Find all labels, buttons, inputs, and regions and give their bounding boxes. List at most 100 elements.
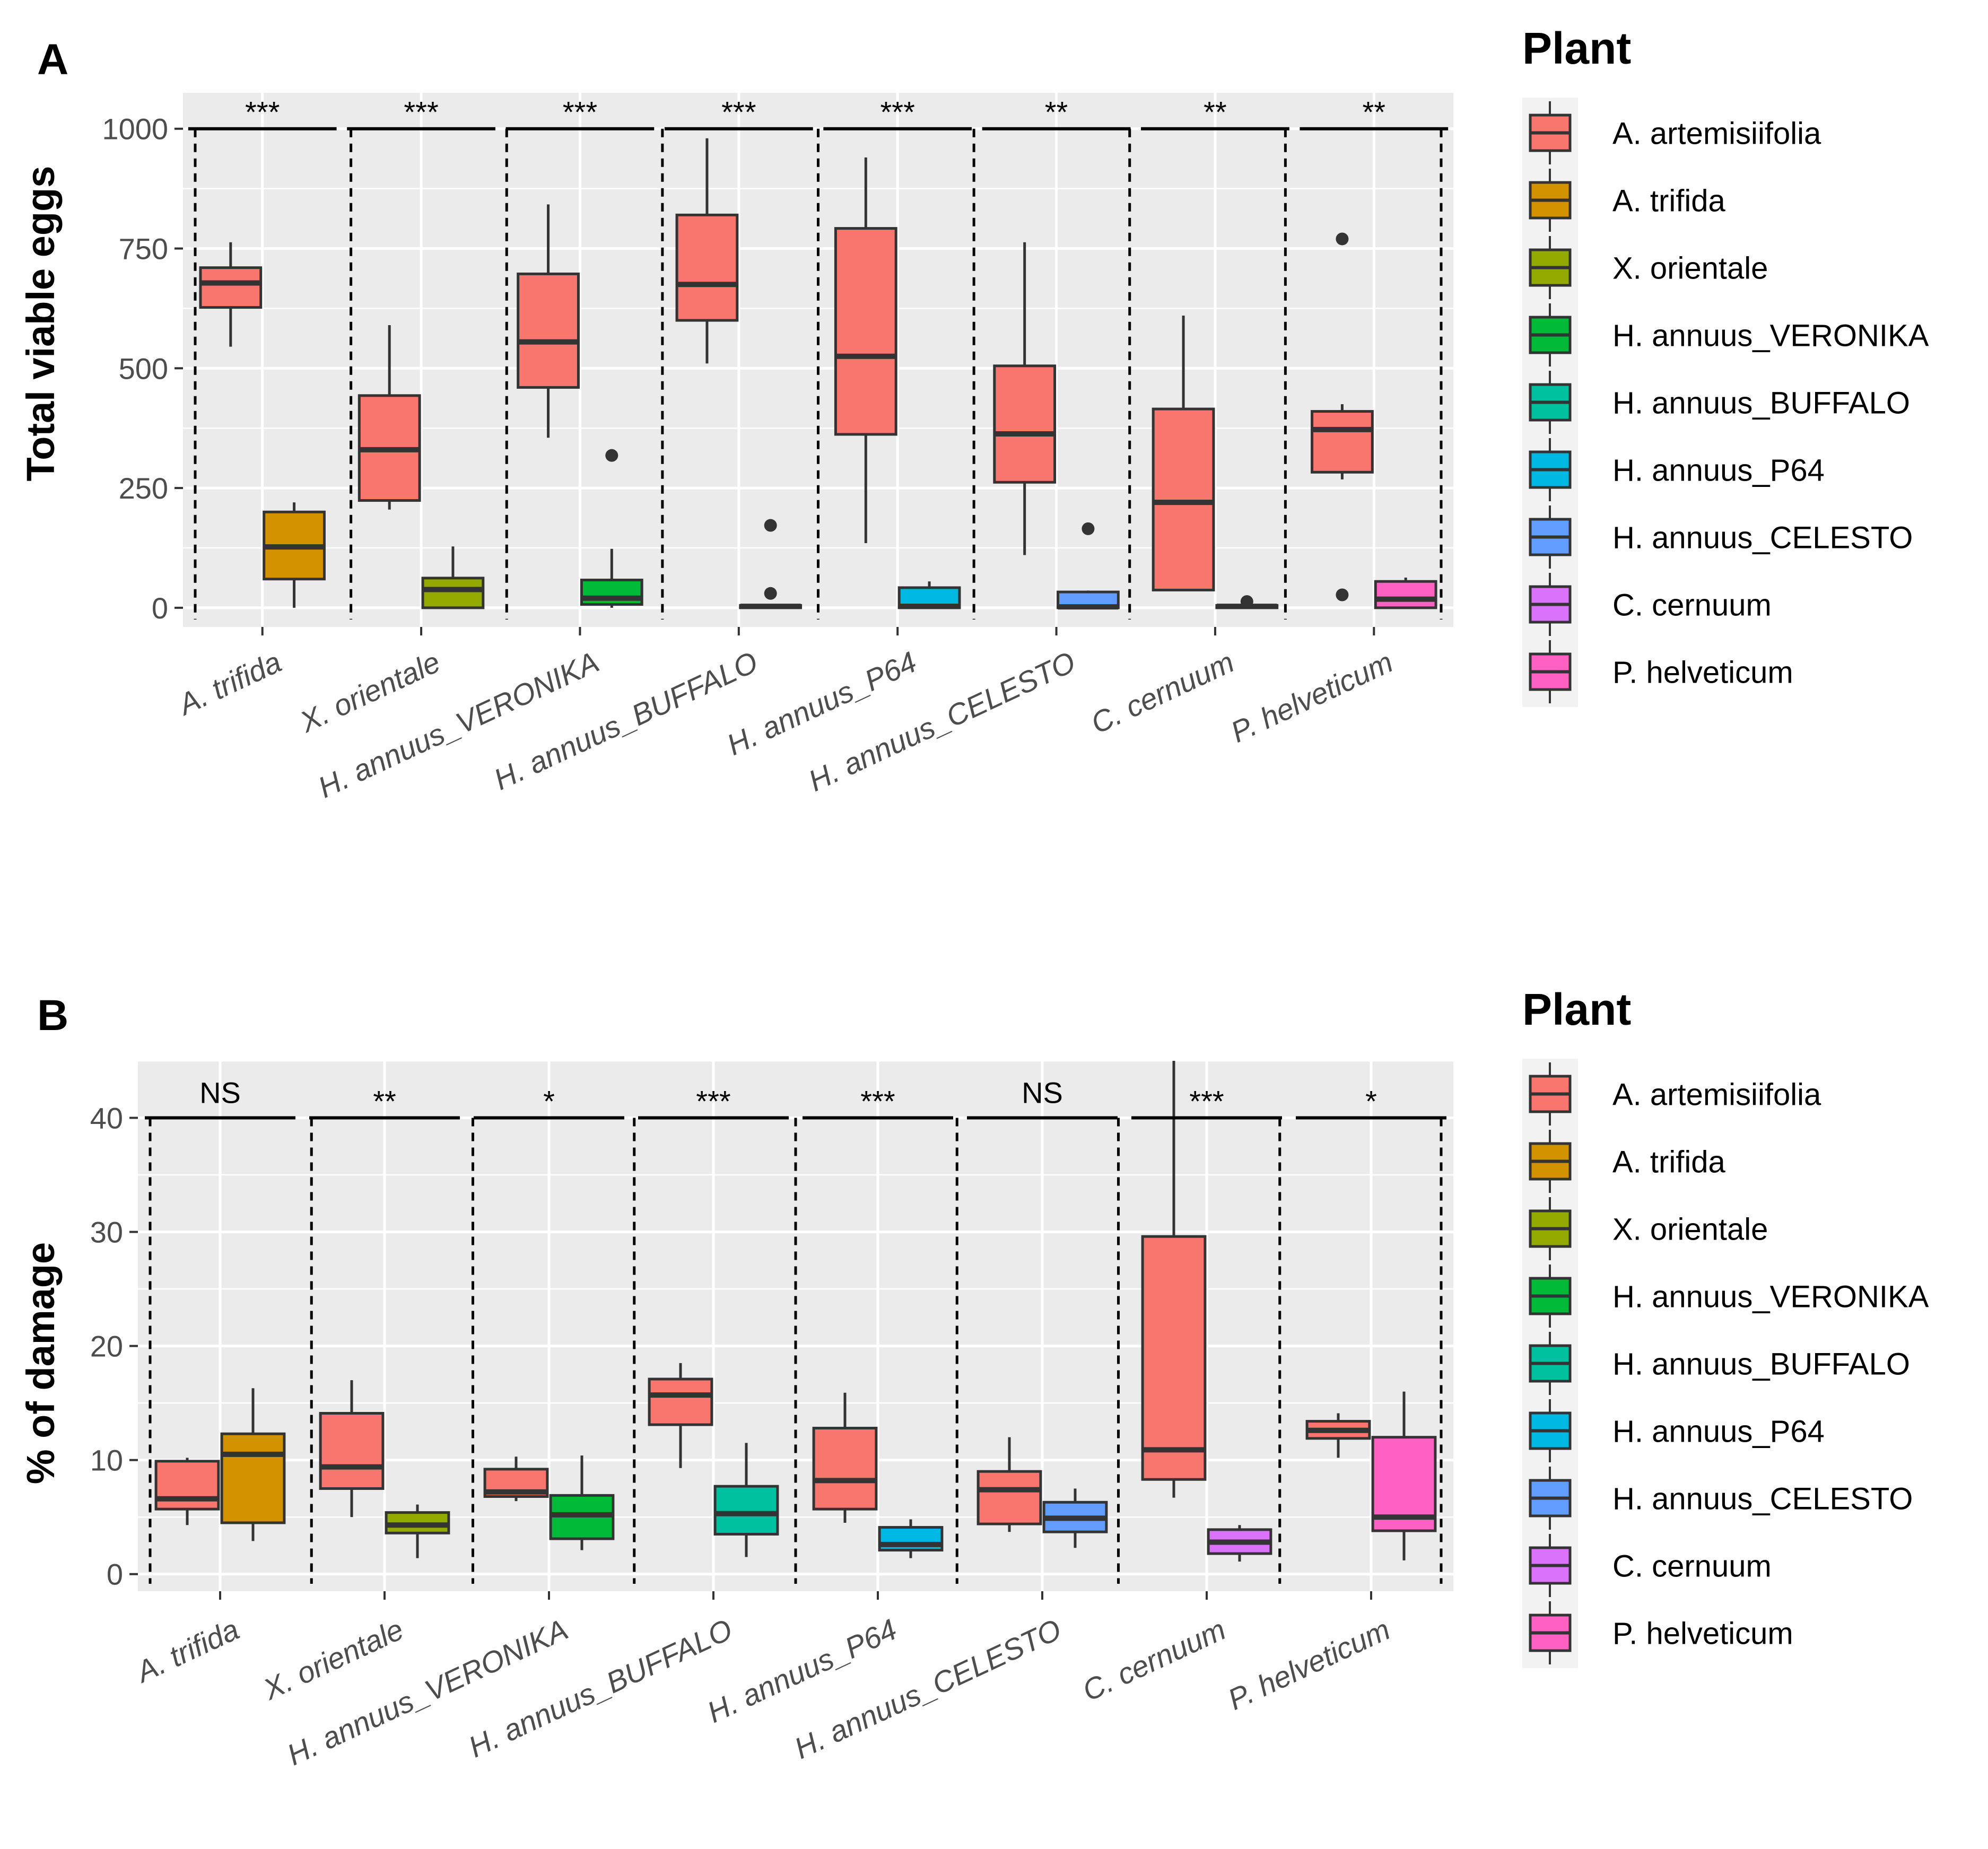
panel-a-box-reference xyxy=(1311,232,1374,601)
panel-a-box-reference-outlier xyxy=(1336,232,1349,246)
legend-b-item-label: C. cernuum xyxy=(1612,1549,1772,1584)
panel-b-box-reference xyxy=(319,1380,385,1517)
panel-a-box-reference xyxy=(517,204,580,438)
legend-a-title: Plant xyxy=(1522,23,1631,73)
legend-b-item: H. annuus_VERONIKA xyxy=(1529,1264,1929,1328)
panel-a-significance-label: *** xyxy=(404,95,438,129)
panel-a-box-treatment-box xyxy=(1374,580,1437,609)
legend-a-item: A. artemisiifolia xyxy=(1529,101,1821,164)
panel-b-y-tick-label: 20 xyxy=(90,1330,123,1363)
panel-b-x-tick-label: H. annuus_BUFFALO xyxy=(464,1612,738,1764)
legend-a-item-label: A. trifida xyxy=(1612,184,1725,219)
panel-b-box-reference xyxy=(1141,1061,1207,1498)
panel-a-significance-label: *** xyxy=(563,95,597,129)
panel-a-significance-label: ** xyxy=(1363,95,1386,129)
legend-b-item-label: A. trifida xyxy=(1612,1145,1725,1180)
panel-b-box-reference xyxy=(648,1363,713,1468)
panel-a-x-tick-label: A. trifida xyxy=(172,645,286,722)
legend-a-item: X. orientale xyxy=(1529,236,1768,299)
panel-b-x-tick-label: H. annuus_CELESTO xyxy=(789,1612,1066,1765)
panel-b-box-reference-box xyxy=(976,1470,1042,1525)
legend-a-item-label: X. orientale xyxy=(1612,251,1768,286)
panel-a-x-tick-label: C. cernuum xyxy=(1086,645,1239,740)
panel-a-box-treatment xyxy=(263,502,326,608)
panel-b-box-treatment xyxy=(878,1519,944,1558)
panel-a-y-tick-label: 500 xyxy=(119,352,168,385)
panel-a-box-treatment xyxy=(421,546,485,609)
panel-a-box-reference-outlier xyxy=(1336,588,1349,601)
panel-b-box-reference xyxy=(976,1437,1042,1532)
legend-b-item: A. trifida xyxy=(1529,1130,1725,1193)
legend-a-item: P. helveticum xyxy=(1529,640,1793,703)
panel-a-box-treatment xyxy=(1215,595,1279,609)
panel-b-significance-label: *** xyxy=(1189,1085,1224,1118)
panel-a-significance-label: *** xyxy=(721,95,756,129)
panel-a-box-reference-box xyxy=(675,213,739,322)
panel-b-x-tick-label: H. annuus_VERONIKA xyxy=(282,1612,573,1772)
legend-b-item: H. annuus_CELESTO xyxy=(1529,1467,1913,1530)
panel-a-box-reference-box xyxy=(834,227,897,436)
panel-a-box-reference xyxy=(675,138,739,364)
panel-a-box-treatment xyxy=(739,519,803,609)
legend-b-item: H. annuus_P64 xyxy=(1529,1399,1825,1462)
legend-b: Plant A. artemisiifolia A. trifida X. orien… xyxy=(1522,984,1929,1668)
panel-b-box-treatment xyxy=(1207,1525,1272,1562)
panel-b-box-treatment xyxy=(1042,1488,1108,1548)
panel-b-significance-label: NS xyxy=(1022,1076,1063,1110)
panel-b-significance-label: *** xyxy=(696,1085,730,1118)
panel-a-box-treatment-outlier xyxy=(605,449,618,462)
panel-a-y-tick-label: 1000 xyxy=(102,112,168,146)
panel-a-y-tick-label: 750 xyxy=(119,232,168,266)
panel-b-box-treatment xyxy=(220,1388,286,1541)
panel-a-box-treatment-box xyxy=(421,577,485,609)
legend-a-item: H. annuus_P64 xyxy=(1529,438,1825,501)
panel-a-letter: A xyxy=(37,36,68,84)
panel-a-box-reference xyxy=(993,242,1057,555)
legend-a-item: A. trifida xyxy=(1529,169,1725,232)
panel-b-box-treatment xyxy=(1371,1391,1437,1560)
panel-b-box-treatment-box xyxy=(220,1432,286,1524)
panel-b-y-axis-label: % of damage xyxy=(19,1242,63,1484)
panel-a-box-reference xyxy=(199,242,263,347)
legend-a-item-label: H. annuus_P64 xyxy=(1612,453,1825,488)
panel-a-box-reference xyxy=(1152,315,1215,591)
panel-b-box-treatment xyxy=(549,1455,615,1550)
legend-b-item-label: H. annuus_BUFFALO xyxy=(1612,1347,1910,1382)
panel-a-significance-label: ** xyxy=(1045,95,1068,129)
panel-a-significance-label: *** xyxy=(880,95,914,129)
panel-b-box-reference-box xyxy=(154,1460,220,1511)
legend-b-item: P. helveticum xyxy=(1529,1601,1793,1664)
panel-b-y-tick-label: 30 xyxy=(90,1216,123,1249)
legend-b-item-label: H. annuus_P64 xyxy=(1612,1415,1825,1449)
panel-b-box-reference xyxy=(1305,1413,1371,1458)
legend-a-item: C. cernuum xyxy=(1529,573,1772,636)
panel-b-x-tick-label: A. trifida xyxy=(130,1612,245,1689)
panel-a-box-treatment-outlier xyxy=(1082,522,1095,535)
panel-b-box-reference xyxy=(483,1456,549,1502)
panel-b-box-reference-box xyxy=(648,1377,713,1426)
panel-b-box-reference-box xyxy=(1141,1235,1207,1481)
panel-b-letter: B xyxy=(37,991,68,1040)
panel-b-y-tick-label: 10 xyxy=(90,1444,123,1477)
panel-a-significance-label: ** xyxy=(1204,95,1227,129)
legend-b-item-label: H. annuus_CELESTO xyxy=(1612,1482,1913,1516)
panel-a-box-reference-box xyxy=(517,272,580,389)
legend-a-item-label: H. annuus_BUFFALO xyxy=(1612,386,1910,421)
panel-b-significance-label: * xyxy=(1365,1085,1377,1118)
legend-b-item-label: H. annuus_VERONIKA xyxy=(1612,1280,1929,1314)
panel-a-x-tick-label: H. annuus_CELESTO xyxy=(803,645,1080,798)
legend-b-item: C. cernuum xyxy=(1529,1534,1772,1597)
panel-b-significance-label: * xyxy=(543,1085,555,1118)
legend-a-item-label: C. cernuum xyxy=(1612,588,1772,623)
panel-b-box-treatment xyxy=(385,1504,450,1558)
legend-a: Plant A. artemisiifolia A. trifida X. orien… xyxy=(1522,23,1929,707)
panel-b-box-treatment-box xyxy=(713,1485,779,1536)
panel-a-box-reference-box xyxy=(1152,407,1215,591)
panel-a-x-tick-label: H. annuus_BUFFALO xyxy=(489,645,763,797)
panel-a-y-axis-label: Total viable eggs xyxy=(19,166,63,482)
panel-b-box-reference-box xyxy=(319,1412,385,1490)
panel-a-box-treatment-outlier xyxy=(764,587,777,600)
panel-a-x-tick-label: H. annuus_VERONIKA xyxy=(313,645,604,804)
panel-b-box-treatment xyxy=(713,1443,779,1557)
